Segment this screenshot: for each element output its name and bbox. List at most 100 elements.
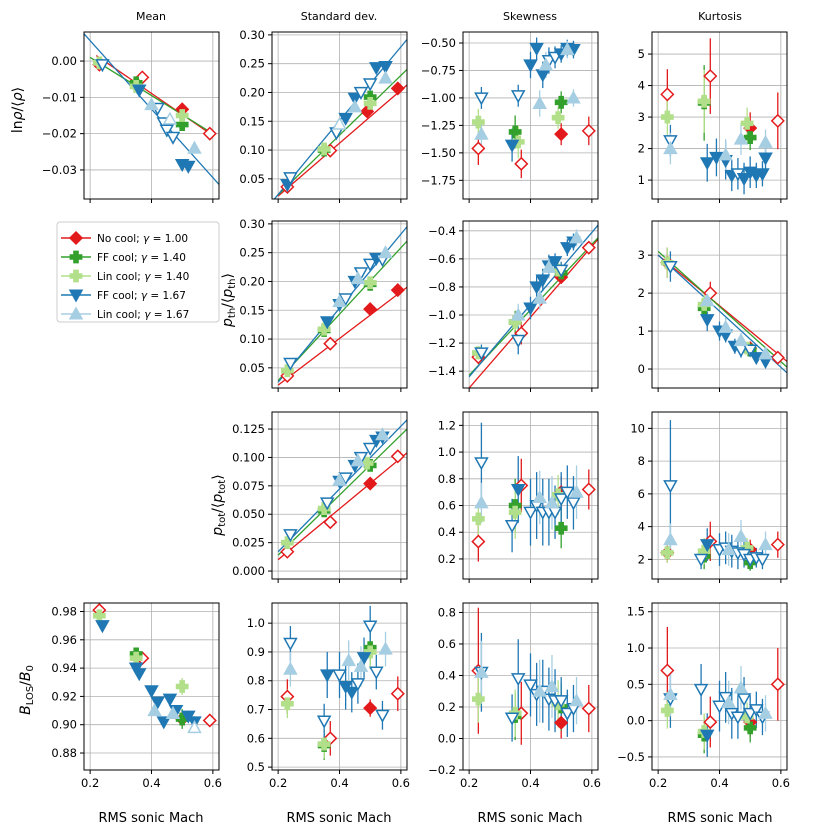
data-point: [770, 677, 785, 692]
data-point: [770, 350, 785, 365]
data-point: [699, 539, 715, 553]
data-point: [344, 686, 360, 700]
col-title-skewness: Skewness: [503, 10, 557, 23]
data-point: [529, 281, 544, 295]
data-point: [529, 42, 544, 57]
data-point: [758, 537, 773, 551]
data-point: [175, 109, 189, 122]
data-point: [187, 140, 202, 154]
data-point: [362, 78, 378, 92]
data-point: [280, 697, 294, 711]
data-point: [471, 534, 486, 549]
x-tick-label: 0.6: [392, 776, 410, 790]
data-point: [510, 483, 526, 498]
data-point: [560, 42, 575, 56]
data-point: [350, 271, 366, 285]
fit-line: [277, 286, 407, 386]
y-tick-label: 0: [638, 362, 645, 376]
y-tick-label: −0.75: [421, 63, 456, 77]
data-point: [474, 495, 489, 509]
data-point: [390, 449, 405, 464]
panel-r3-c1: 0.5 0.6 0.7 0.8 0.9 1.0 0.2 0.4 0.6: [247, 602, 410, 790]
y-tick-label: 0.0: [627, 714, 645, 728]
y-tick-label: 0.30: [239, 217, 265, 231]
y-tick-label: 0.98: [51, 604, 77, 618]
data-point: [378, 70, 393, 84]
data-point: [283, 529, 298, 543]
y-tick-label: 0.20: [239, 274, 265, 288]
data-point: [175, 118, 189, 131]
data-point: [474, 92, 489, 106]
panel-r0-c1: 0.05 0.10 0.15 0.20 0.25 0.30: [239, 28, 408, 203]
data-point: [363, 701, 378, 716]
data-point: [375, 709, 390, 723]
data-point: [332, 472, 347, 486]
col-title-std: Standard dev.: [301, 10, 377, 23]
fit-line: [277, 452, 407, 561]
data-point: [353, 86, 369, 101]
data-point: [742, 344, 758, 358]
legend-label-2: Lin cool; γ = 1.40: [97, 271, 189, 283]
data-point: [523, 506, 538, 520]
data-point: [544, 678, 560, 693]
y-tick-label: 0.88: [51, 746, 77, 760]
data-point: [319, 316, 335, 330]
y-tick-label: 0.5: [627, 677, 645, 691]
data-point: [663, 141, 678, 155]
data-point: [283, 661, 298, 675]
xlabel-col3: RMS sonic Mach: [667, 811, 772, 826]
data-point: [770, 537, 785, 552]
y-tick-label: 4: [638, 520, 645, 534]
data-point: [510, 334, 526, 348]
y-tick-label: 0.96: [51, 633, 77, 647]
data-point: [156, 716, 172, 730]
data-point: [510, 90, 526, 104]
data-point: [471, 692, 485, 706]
data-point: [532, 95, 547, 109]
data-point: [362, 258, 378, 272]
data-point: [95, 59, 110, 73]
data-point: [718, 147, 733, 161]
fit-line: [277, 84, 407, 197]
data-point: [508, 505, 522, 519]
y-tick-label: 0.100: [232, 450, 265, 464]
data-point: [663, 260, 678, 275]
legend-label-4: Lin cool; γ = 1.67: [97, 309, 189, 321]
y-tick-label: −1.2: [428, 336, 456, 350]
y-tick-label: 0.000: [232, 564, 265, 578]
data-point: [693, 553, 709, 567]
data-point: [663, 480, 678, 494]
y-tick-label: 0.05: [239, 172, 265, 186]
y-tick-label: 0.075: [232, 479, 265, 493]
panel-r0-c0: 0.00 −0.01 −0.02 −0.03: [42, 31, 220, 203]
y-tick-label: 0.05: [239, 361, 265, 375]
data-point: [390, 81, 405, 96]
data-point: [363, 476, 378, 491]
y-tick-label: 0.2: [438, 552, 456, 566]
data-point: [338, 293, 353, 307]
data-point: [721, 694, 736, 709]
data-point: [144, 685, 159, 699]
y-tick-label: 0.25: [239, 57, 265, 71]
y-tick-label: 3: [638, 110, 645, 124]
x-tick-label: 0.2: [649, 776, 667, 790]
y-tick-label: −0.03: [42, 163, 77, 177]
panel-r1-c3: 0 1 2 3: [638, 220, 788, 392]
fit-line: [277, 419, 407, 553]
data-point: [718, 319, 733, 333]
x-tick-label: 0.2: [81, 776, 99, 790]
data-point: [569, 693, 584, 707]
data-point: [474, 664, 489, 678]
data-point: [553, 493, 569, 507]
data-point: [390, 283, 405, 298]
data-point: [740, 116, 754, 130]
data-point: [510, 307, 526, 321]
data-point: [566, 90, 581, 104]
panel-r3-c3: −0.5 0.0 0.5 1.0 1.5 0.2 0.4 0.6: [617, 602, 790, 790]
data-point: [350, 678, 366, 692]
data-point: [554, 127, 569, 142]
data-point: [323, 336, 338, 351]
y-tick-label: −0.6: [428, 252, 456, 266]
panel-r1-c1: 0.05 0.10 0.15 0.20 0.25 0.30: [239, 217, 408, 392]
